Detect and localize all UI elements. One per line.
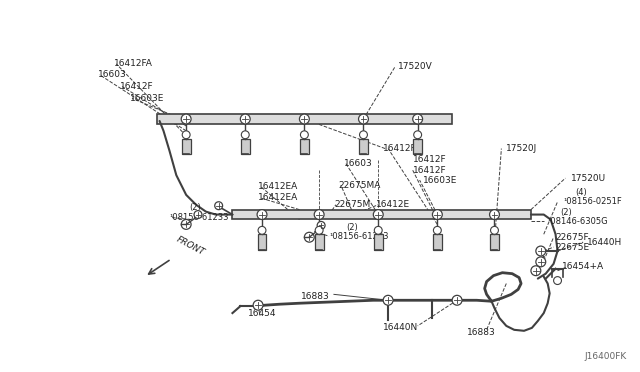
Circle shape xyxy=(360,131,367,139)
Text: 16412F: 16412F xyxy=(413,155,446,164)
Text: 16440N: 16440N xyxy=(383,323,419,332)
Circle shape xyxy=(300,114,309,124)
Circle shape xyxy=(253,300,263,310)
Circle shape xyxy=(433,227,442,234)
Text: (2): (2) xyxy=(347,223,358,232)
Circle shape xyxy=(317,221,325,230)
Text: 16603E: 16603E xyxy=(422,176,457,185)
Text: 16454+A: 16454+A xyxy=(561,262,604,271)
Text: 16440H: 16440H xyxy=(587,238,622,247)
Circle shape xyxy=(181,114,191,124)
Circle shape xyxy=(241,114,250,124)
Circle shape xyxy=(536,257,546,267)
Circle shape xyxy=(383,295,393,305)
Bar xyxy=(300,139,309,154)
Circle shape xyxy=(358,114,369,124)
Bar xyxy=(413,139,422,154)
Text: 22675M: 22675M xyxy=(334,200,370,209)
Text: 16412F: 16412F xyxy=(120,82,154,91)
Text: 16412E: 16412E xyxy=(376,200,410,209)
Bar xyxy=(182,139,191,154)
Text: 16412F: 16412F xyxy=(413,166,446,175)
Text: 16412FA: 16412FA xyxy=(383,144,422,153)
Bar xyxy=(490,234,499,250)
Circle shape xyxy=(181,219,191,230)
Bar xyxy=(157,114,452,124)
Bar xyxy=(241,139,250,154)
Text: 17520V: 17520V xyxy=(398,62,433,71)
Circle shape xyxy=(531,266,541,276)
Text: 16412EA: 16412EA xyxy=(258,182,298,190)
Circle shape xyxy=(258,227,266,234)
Text: 17520U: 17520U xyxy=(572,174,607,183)
Bar xyxy=(374,234,383,250)
Text: 16412EA: 16412EA xyxy=(258,193,298,202)
Text: 22675F: 22675F xyxy=(556,233,589,242)
Bar xyxy=(257,234,266,250)
Circle shape xyxy=(413,131,422,139)
Circle shape xyxy=(194,211,202,218)
Text: 22675MA: 22675MA xyxy=(339,180,381,189)
Text: J16400FK: J16400FK xyxy=(584,352,627,361)
Text: 17520J: 17520J xyxy=(506,144,538,153)
Text: ¹08156-0251F: ¹08156-0251F xyxy=(563,197,622,206)
Circle shape xyxy=(305,232,314,242)
Text: 16603E: 16603E xyxy=(130,94,164,103)
Bar xyxy=(433,234,442,250)
Bar xyxy=(359,139,368,154)
Text: FRONT: FRONT xyxy=(174,234,205,257)
Circle shape xyxy=(554,277,561,285)
Text: ¹08156-61233: ¹08156-61233 xyxy=(170,213,229,222)
Circle shape xyxy=(433,210,442,219)
Text: 22675E: 22675E xyxy=(556,243,589,251)
Circle shape xyxy=(300,131,308,139)
Circle shape xyxy=(257,210,267,219)
Circle shape xyxy=(182,131,190,139)
Circle shape xyxy=(373,210,383,219)
Text: ¹08146-6305G: ¹08146-6305G xyxy=(548,217,608,226)
Circle shape xyxy=(316,227,323,234)
Circle shape xyxy=(452,295,462,305)
Circle shape xyxy=(241,131,249,139)
Text: 16883: 16883 xyxy=(301,292,330,301)
Circle shape xyxy=(490,227,499,234)
Text: (2): (2) xyxy=(189,203,201,212)
Text: 16412FA: 16412FA xyxy=(115,60,153,68)
Text: ¹08156-61233: ¹08156-61233 xyxy=(329,232,388,241)
Circle shape xyxy=(314,210,324,219)
Text: 16454: 16454 xyxy=(248,308,276,318)
Text: 16603: 16603 xyxy=(344,159,372,168)
Circle shape xyxy=(374,227,382,234)
Bar xyxy=(232,210,531,219)
Text: (4): (4) xyxy=(575,188,587,198)
Circle shape xyxy=(536,246,546,256)
Circle shape xyxy=(215,202,223,210)
Bar xyxy=(315,234,324,250)
Circle shape xyxy=(490,210,499,219)
Text: 16603: 16603 xyxy=(97,70,126,79)
Text: (2): (2) xyxy=(561,208,572,217)
Text: 16883: 16883 xyxy=(467,328,495,337)
Circle shape xyxy=(413,114,422,124)
